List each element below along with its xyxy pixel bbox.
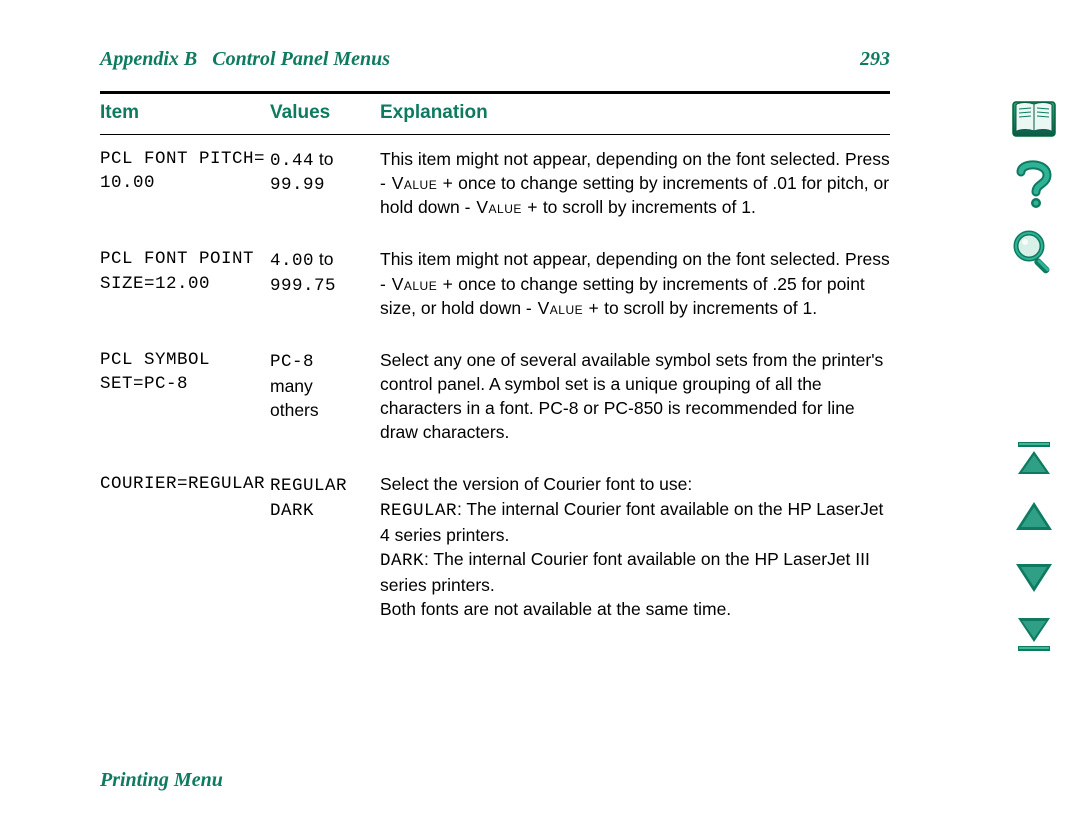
cell-explanation: This item might not appear, depending on…: [380, 147, 890, 219]
explanation-text: - Value +: [465, 197, 538, 217]
values-suffix: to: [314, 249, 333, 269]
item-line: PCL SYMBOL: [100, 348, 270, 372]
header-rule: [100, 91, 890, 94]
cell-item: PCL SYMBOLSET=PC-8: [100, 348, 270, 445]
table-row: PCL FONT POINTSIZE=12.004.00 to999.75Thi…: [100, 247, 890, 319]
appendix-label: Appendix B: [100, 48, 197, 70]
col-header-explanation: Explanation: [380, 102, 890, 124]
values-mono: 4.00: [270, 251, 314, 271]
cell-explanation: This item might not appear, depending on…: [380, 247, 890, 319]
explanation-text: - Value +: [380, 173, 453, 193]
cell-values: 0.44 to99.99: [270, 147, 380, 219]
goto-first-icon[interactable]: [1012, 438, 1056, 482]
book-icon[interactable]: [1009, 94, 1059, 144]
col-header-values: Values: [270, 102, 380, 124]
item-line: SIZE=12.00: [100, 272, 270, 296]
sidebar-nav: [1006, 438, 1062, 656]
cell-values: PC-8manyothers: [270, 348, 380, 445]
cell-item: COURIER=REGULAR: [100, 472, 270, 621]
item-line: 10.00: [100, 171, 270, 195]
cell-item: PCL FONT POINTSIZE=12.00: [100, 247, 270, 319]
explanation-text: Select any one of several available symb…: [380, 350, 883, 442]
prev-page-icon[interactable]: [1012, 496, 1056, 540]
item-line: PCL FONT POINT: [100, 247, 270, 271]
item-line: PCL FONT PITCH=: [100, 147, 270, 171]
page-number: 293: [860, 48, 890, 71]
explanation-text: This item might not appear, depending on…: [380, 149, 890, 169]
explanation-text: DARK: [380, 551, 424, 571]
cell-values: 4.00 to999.75: [270, 247, 380, 319]
values-line: 99.99: [270, 173, 380, 197]
explanation-text: This item might not appear, depending on…: [380, 249, 890, 269]
values-line: 4.00 to: [270, 247, 380, 273]
explanation-text: to scroll by increments of 1.: [599, 298, 817, 318]
values-line: 0.44 to: [270, 147, 380, 173]
table-row: PCL FONT PITCH=10.000.44 to99.99This ite…: [100, 147, 890, 219]
next-page-icon[interactable]: [1012, 554, 1056, 598]
table-body: PCL FONT PITCH=10.000.44 to99.99This ite…: [100, 147, 890, 621]
values-mono: 0.44: [270, 151, 314, 171]
sidebar-tools: [1006, 94, 1062, 276]
column-rule: [100, 134, 890, 135]
cell-item: PCL FONT PITCH=10.00: [100, 147, 270, 219]
section-title: Control Panel Menus: [212, 48, 390, 70]
explanation-text: : The internal Courier font available on…: [380, 549, 870, 595]
cell-explanation: Select any one of several available symb…: [380, 348, 890, 445]
column-headers: Item Values Explanation: [100, 102, 890, 132]
footer-title: Printing Menu: [100, 769, 223, 792]
item-line: SET=PC-8: [100, 372, 270, 396]
explanation-text: Select the version of Courier font to us…: [380, 474, 692, 494]
page-header: Appendix B Control Panel Menus 293: [100, 48, 890, 71]
values-line: PC-8: [270, 348, 380, 374]
values-line: DARK: [270, 499, 380, 523]
explanation-text: to scroll by increments of 1.: [538, 197, 756, 217]
values-mono: REGULAR: [270, 476, 347, 496]
appendix-title: Appendix B Control Panel Menus: [100, 48, 390, 71]
col-header-item: Item: [100, 102, 270, 124]
table-row: PCL SYMBOLSET=PC-8PC-8manyothersSelect a…: [100, 348, 890, 445]
item-line: COURIER=REGULAR: [100, 472, 270, 496]
values-line: many: [270, 374, 380, 398]
cell-explanation: Select the version of Courier font to us…: [380, 472, 890, 621]
search-icon[interactable]: [1009, 226, 1059, 276]
explanation-text: - Value +: [526, 298, 599, 318]
goto-last-icon[interactable]: [1012, 612, 1056, 656]
values-line: REGULAR: [270, 472, 380, 498]
values-line: 999.75: [270, 274, 380, 298]
cell-values: REGULAR DARK: [270, 472, 380, 621]
explanation-text: REGULAR: [380, 501, 457, 521]
values-suffix: to: [314, 149, 333, 169]
values-line: others: [270, 398, 380, 422]
explanation-text: Both fonts are not available at the same…: [380, 599, 731, 619]
table-row: COURIER=REGULARREGULARDARKSelect the ver…: [100, 472, 890, 621]
values-mono: PC-8: [270, 352, 314, 372]
help-icon[interactable]: [1009, 160, 1059, 210]
explanation-text: - Value +: [380, 274, 453, 294]
